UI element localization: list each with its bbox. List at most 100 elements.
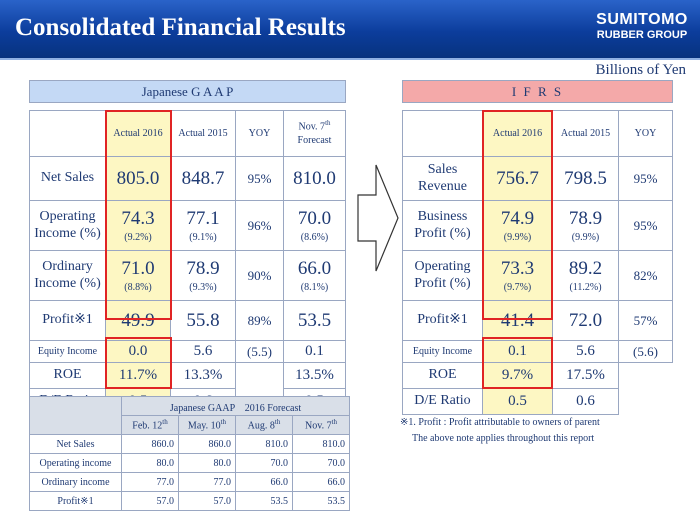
ifrs-cell: 17.5% <box>552 362 619 389</box>
forecast-cell: 77.0 <box>178 472 236 492</box>
forecast-date: Feb. 12th <box>121 415 179 435</box>
forecast-date: Nov. 7th <box>291 415 351 435</box>
gaap-row-label: Equity Income <box>29 340 106 363</box>
forecast-row-label: Profit※1 <box>29 491 122 511</box>
ifrs-cell: 95% <box>617 156 674 201</box>
ifrs-col-actual2016: Actual 2016 <box>482 110 553 157</box>
gaap-table: Japanese G A A P Actual 2016 Actual 2015… <box>29 80 346 415</box>
forecast-title: Japanese GAAP 2016 Forecast <box>120 396 351 416</box>
forecast-cell: 57.0 <box>121 491 179 511</box>
gaap-cell: 53.5 <box>283 300 346 341</box>
forecast-row-label: Operating income <box>29 453 122 473</box>
gaap-cell: 0.1 <box>283 340 346 363</box>
gaap-row-label: Ordinary Income (%) <box>29 250 106 301</box>
gaap-section-title: Japanese G A A P <box>29 80 346 103</box>
forecast-cell: 66.0 <box>291 472 351 492</box>
ifrs-cell: 82% <box>617 250 674 301</box>
forecast-cell: 810.0 <box>291 434 351 454</box>
footnotes: ※1. Profit : Profit attributable to owne… <box>400 415 660 447</box>
ifrs-cell: 95% <box>617 200 674 251</box>
gaap-cell: 55.8 <box>170 300 236 341</box>
header-bar: Consolidated Financial Results SUMITOMO … <box>0 0 700 58</box>
forecast-cell: 80.0 <box>178 453 236 473</box>
gaap-cell: 96% <box>235 200 284 251</box>
gaap-row-label: Profit※1 <box>29 300 106 341</box>
gaap-row-label: ROE <box>29 362 106 389</box>
page-title: Consolidated Financial Results <box>15 14 346 41</box>
gaap-cell: 95% <box>235 156 284 201</box>
ifrs-cell: 798.5 <box>552 156 619 201</box>
gaap-cell: (5.5) <box>235 340 284 363</box>
gaap-cell: 13.5% <box>283 362 346 389</box>
gaap-cell: 89% <box>235 300 284 341</box>
ifrs-row-label: D/E Ratio <box>402 388 483 415</box>
ifrs-cell: 89.2 (11.2%) <box>552 250 619 301</box>
ifrs-cell: 72.0 <box>552 300 619 341</box>
arrow-right-icon <box>357 164 399 272</box>
header-divider <box>0 58 700 60</box>
gaap-cell: 78.9 (9.3%) <box>170 250 236 301</box>
gaap-col-forecast: Nov. 7th Forecast <box>283 110 346 157</box>
ifrs-row-label: Equity Income <box>402 340 483 363</box>
forecast-row-label: Ordinary income <box>29 472 122 492</box>
gaap-cell: 77.1 (9.1%) <box>170 200 236 251</box>
forecast-date: May. 10th <box>178 415 236 435</box>
logo-line1: SUMITOMO <box>596 11 688 28</box>
ifrs-cell: (5.6) <box>617 340 674 363</box>
forecast-cell: 860.0 <box>121 434 179 454</box>
ifrs-row-label: Profit※1 <box>402 300 483 341</box>
forecast-cell: 53.5 <box>291 491 351 511</box>
ifrs-cell: 57% <box>617 300 674 341</box>
gaap-cell <box>235 362 284 389</box>
ifrs-cell: 74.9 (9.9%) <box>482 200 553 251</box>
forecast-cell: 810.0 <box>235 434 293 454</box>
ifrs-cell: 5.6 <box>552 340 619 363</box>
forecast-corner <box>29 396 122 435</box>
ifrs-row-label: Sales Revenue <box>402 156 483 201</box>
ifrs-row-label: Operating Profit (%) <box>402 250 483 301</box>
gaap-cell: 70.0 (8.6%) <box>283 200 346 251</box>
ifrs-cell: 9.7% <box>482 362 553 389</box>
ifrs-cell: 0.1 <box>482 340 553 363</box>
gaap-col-yoy: YOY <box>235 110 284 157</box>
ifrs-cell: 78.9 (9.9%) <box>552 200 619 251</box>
ifrs-col-actual2015: Actual 2015 <box>552 110 619 157</box>
forecast-date: Aug. 8th <box>235 415 293 435</box>
ifrs-highlight-box <box>482 110 553 320</box>
forecast-cell: 80.0 <box>121 453 179 473</box>
ifrs-row-label: ROE <box>402 362 483 389</box>
forecast-row-label: Net Sales <box>29 434 122 454</box>
ifrs-table: I F R S Actual 2016 Actual 2015 YOY Sale… <box>401 80 674 415</box>
ifrs-cell: 756.7 <box>482 156 553 201</box>
ifrs-col-yoy: YOY <box>617 110 674 157</box>
gaap-cell: 74.3 (9.2%) <box>105 200 171 251</box>
ifrs-highlight-box-lower <box>482 337 553 389</box>
gaap-row-label: Operating Income (%) <box>29 200 106 251</box>
gaap-cell: 71.0 (8.8%) <box>105 250 171 301</box>
gaap-cell: 5.6 <box>170 340 236 363</box>
ifrs-cell: 0.6 <box>552 388 619 415</box>
gaap-col-actual2015: Actual 2015 <box>170 110 236 157</box>
forecast-cell: 57.0 <box>178 491 236 511</box>
gaap-cell: 13.3% <box>170 362 236 389</box>
gaap-cell: 848.7 <box>170 156 236 201</box>
gaap-cell: 11.7% <box>105 362 171 389</box>
logo-line2: RUBBER GROUP <box>596 29 688 41</box>
gaap-row-label: Net Sales <box>29 156 106 201</box>
gaap-corner <box>29 110 106 157</box>
gaap-highlight-box-lower <box>105 337 172 389</box>
gaap-highlight-box <box>105 110 172 320</box>
gaap-cell: 810.0 <box>283 156 346 201</box>
gaap-col-actual2016: Actual 2016 <box>105 110 171 157</box>
forecast-cell: 70.0 <box>235 453 293 473</box>
forecast-cell: 70.0 <box>291 453 351 473</box>
ifrs-corner <box>402 110 483 157</box>
forecast-cell: 66.0 <box>235 472 293 492</box>
ifrs-section-title: I F R S <box>401 80 674 103</box>
unit-label: Billions of Yen <box>595 62 686 78</box>
footnote-2: The above note applies throughout this r… <box>412 433 595 444</box>
company-logo: SUMITOMO RUBBER GROUP <box>594 12 690 41</box>
ifrs-row-label: Business Profit (%) <box>402 200 483 251</box>
forecast-table: Japanese GAAP 2016 Forecast Feb. 12th Ma… <box>29 396 351 511</box>
forecast-cell: 53.5 <box>235 491 293 511</box>
